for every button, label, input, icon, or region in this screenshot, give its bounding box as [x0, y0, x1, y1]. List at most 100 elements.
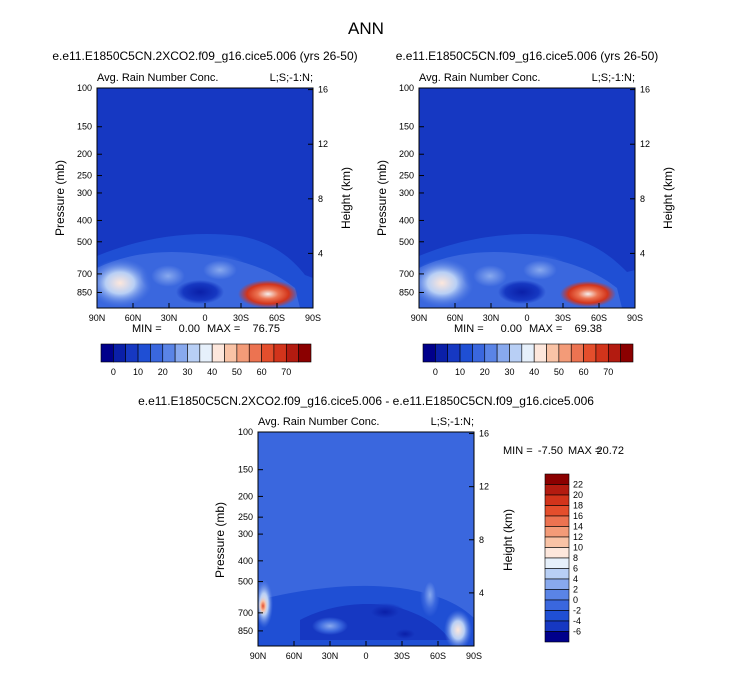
- panel-3-max-label: MAX =: [568, 445, 601, 457]
- colorbar-label: 20: [158, 367, 168, 377]
- colorbar-box: [544, 536, 570, 548]
- panel-1: e.e11.E1850C5CN.2XCO2.f09_g16.cice5.006 …: [52, 49, 357, 377]
- colorbar-label: -4: [573, 616, 581, 626]
- y-tick-label: 200: [77, 149, 92, 159]
- y-right-tick-label: 4: [318, 248, 323, 258]
- x-tick-label: 30N: [483, 313, 500, 323]
- colorbar-box: [546, 343, 560, 363]
- x-tick-label: 90S: [466, 651, 482, 661]
- colorbar-label: 8: [573, 553, 578, 563]
- panel-1-ylabel: Pressure (mb): [53, 160, 67, 236]
- colorbar-box: [472, 343, 486, 363]
- colorbar-box: [544, 589, 570, 601]
- colorbar-box: [544, 515, 570, 527]
- colorbar-box: [544, 599, 570, 611]
- panel-2-ylabel-right: Height (km): [661, 167, 675, 229]
- y-tick-label: 500: [399, 237, 414, 247]
- colorbar-box: [273, 343, 287, 363]
- panel-2-max-label: MAX =: [529, 323, 562, 335]
- y-right-tick-label: 16: [479, 429, 489, 439]
- y-tick-label: 150: [238, 465, 253, 475]
- colorbar-label: 20: [480, 367, 490, 377]
- x-tick-label: 60S: [591, 313, 607, 323]
- colorbar-label: 18: [573, 501, 583, 511]
- colorbar-box: [236, 343, 250, 363]
- panel-2-field: [419, 88, 635, 308]
- x-tick-label: 90S: [627, 313, 643, 323]
- panel-2-left-label: Avg. Rain Number Conc.: [419, 72, 540, 84]
- panel-3-max-value: 20.72: [596, 445, 624, 457]
- y-tick-label: 250: [399, 171, 414, 181]
- panel-1-min-value: 0.00: [179, 323, 200, 335]
- x-tick-label: 30N: [322, 651, 339, 661]
- colorbar-label: 22: [573, 480, 583, 490]
- panel-2: e.e11.E1850C5CN.f09_g16.cice5.006 (yrs 2…: [375, 49, 675, 377]
- y-right-tick-label: 4: [479, 588, 484, 598]
- x-tick-label: 30S: [394, 651, 410, 661]
- panel-1-ylabel-right: Height (km): [339, 167, 353, 229]
- y-right-tick-label: 16: [640, 85, 650, 95]
- x-tick-label: 60N: [125, 313, 142, 323]
- colorbar-box: [484, 343, 498, 363]
- y-tick-label: 700: [399, 269, 414, 279]
- colorbar-label: 16: [573, 511, 583, 521]
- y-right-tick-label: 8: [479, 535, 484, 545]
- colorbar-box: [459, 343, 473, 363]
- y-right-tick-label: 16: [318, 85, 328, 95]
- y-tick-label: 400: [238, 556, 253, 566]
- colorbar-box: [100, 343, 114, 363]
- y-tick-label: 250: [77, 171, 92, 181]
- colorbar-box: [187, 343, 201, 363]
- panel-1-axes: 90N 60N 30N 0 30S 60S 90S 100 150 200 250 300 400 500…: [77, 83, 328, 323]
- x-tick-label: 30N: [161, 313, 178, 323]
- colorbar-label: 10: [133, 367, 143, 377]
- colorbar-box: [447, 343, 461, 363]
- panel-3-left-label: Avg. Rain Number Conc.: [258, 416, 379, 428]
- colorbar-box: [544, 568, 570, 580]
- colorbar-label: 0: [573, 595, 578, 605]
- colorbar-label: 70: [281, 367, 291, 377]
- colorbar-label: 4: [573, 574, 578, 584]
- colorbar-label: 60: [257, 367, 267, 377]
- colorbar-label: 60: [579, 367, 589, 377]
- colorbar-box: [137, 343, 151, 363]
- colorbar-label: -6: [573, 627, 581, 637]
- colorbar-box: [544, 505, 570, 517]
- x-tick-label: 60S: [430, 651, 446, 661]
- colorbar-box: [422, 343, 436, 363]
- colorbar-box: [558, 343, 572, 363]
- y-tick-label: 850: [238, 626, 253, 636]
- x-tick-label: 90N: [250, 651, 267, 661]
- panel-2-max-value: 69.38: [574, 323, 602, 335]
- panel-1-min-label: MIN =: [132, 323, 162, 335]
- y-tick-label: 200: [399, 149, 414, 159]
- colorbar-box: [544, 526, 570, 538]
- panel-2-right-label: L;S;-1:N;: [592, 72, 635, 84]
- y-tick-label: 400: [399, 215, 414, 225]
- panel-3-min-label: MIN =: [503, 445, 533, 457]
- panel-1-colorbar: 0 10 20 30 40 50 60 70: [100, 343, 312, 377]
- panel-2-colorbar: 0 10 20 30 40 50 60 70: [422, 343, 634, 377]
- y-right-tick-label: 4: [640, 248, 645, 258]
- y-tick-label: 850: [399, 287, 414, 297]
- x-tick-label: 30S: [555, 313, 571, 323]
- y-tick-label: 850: [77, 287, 92, 297]
- y-tick-label: 300: [238, 529, 253, 539]
- panel-3-field: [258, 432, 474, 646]
- panel-1-title: e.e11.E1850C5CN.2XCO2.f09_g16.cice5.006 …: [52, 49, 357, 63]
- x-tick-label: 0: [363, 651, 368, 661]
- colorbar-box: [113, 343, 127, 363]
- y-tick-label: 300: [399, 188, 414, 198]
- panel-2-min-value: 0.00: [501, 323, 522, 335]
- y-tick-label: 100: [238, 427, 253, 437]
- colorbar-box: [435, 343, 449, 363]
- y-tick-label: 150: [77, 122, 92, 132]
- panel-2-title: e.e11.E1850C5CN.f09_g16.cice5.006 (yrs 2…: [396, 49, 659, 63]
- colorbar-box: [125, 343, 139, 363]
- colorbar-box: [521, 343, 535, 363]
- colorbar-box: [544, 547, 570, 559]
- colorbar-label: 0: [111, 367, 116, 377]
- colorbar-box: [162, 343, 176, 363]
- y-right-tick-label: 8: [640, 194, 645, 204]
- colorbar-box: [174, 343, 188, 363]
